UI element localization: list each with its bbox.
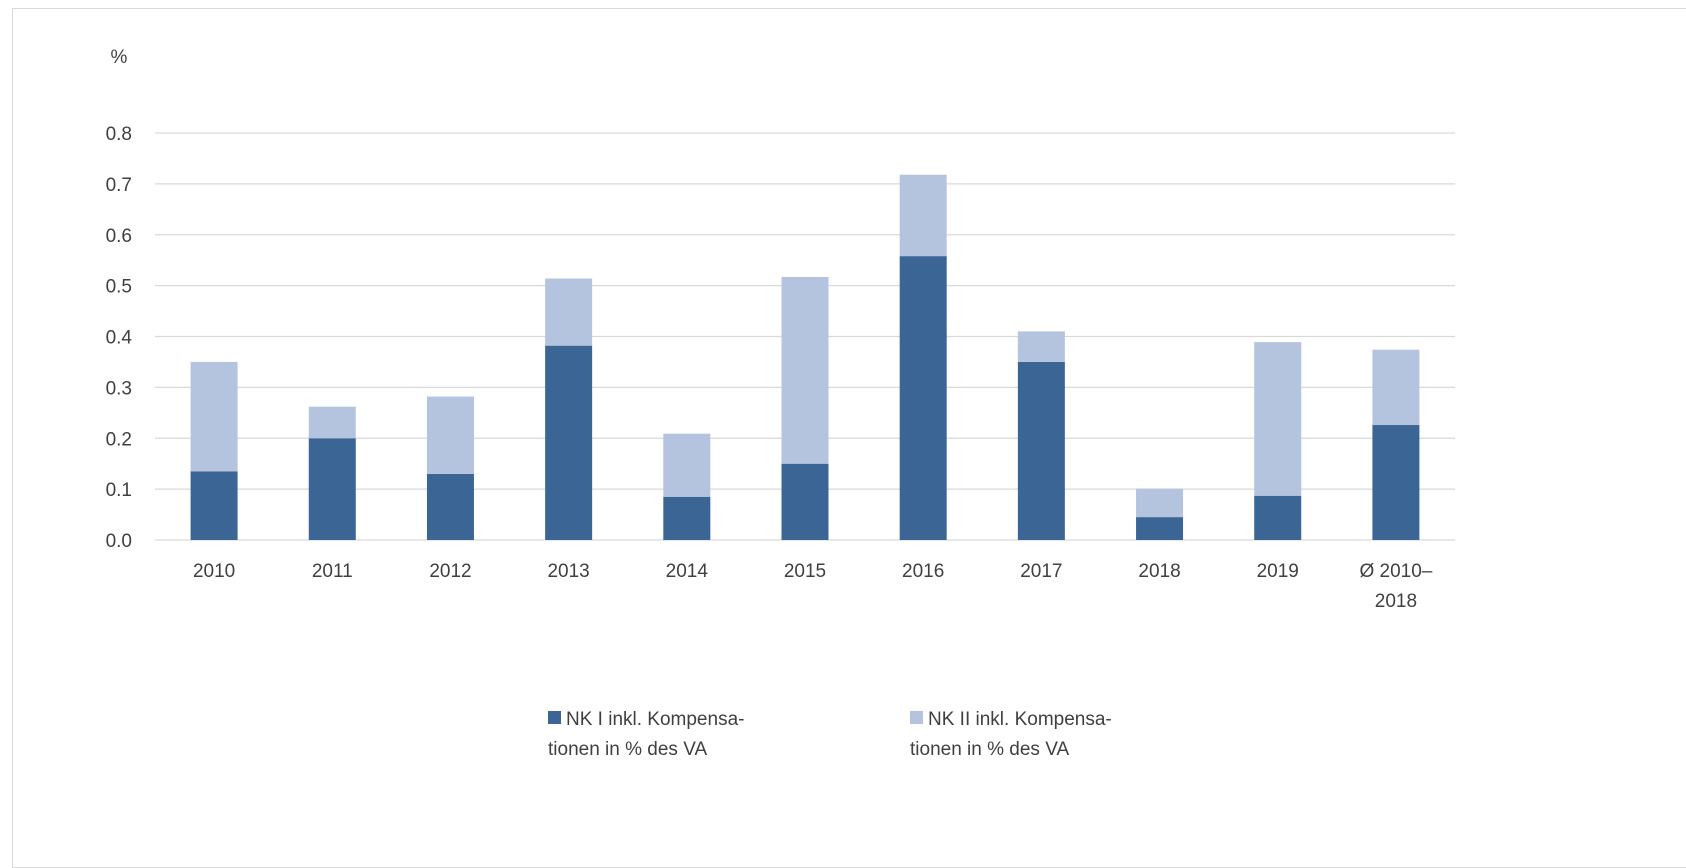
y-tick-label: 0.3 [106, 378, 132, 399]
y-tick-label: 0.0 [106, 531, 132, 552]
bar-segment-1 [1017, 361, 1065, 540]
bar-segment-2 [308, 406, 356, 439]
bar-segment-1 [1372, 425, 1420, 540]
y-axis-label: % [111, 47, 128, 68]
legend-label: tionen in % des VA [910, 739, 1069, 760]
y-tick-label: 0.2 [106, 429, 132, 450]
x-tick-label: 2014 [666, 561, 709, 582]
y-tick-label: 0.6 [106, 226, 132, 247]
y-axis: 0.0 0.1 0.2 0.3 0.4 0.5 0.6 0.7 0.8 [106, 124, 133, 552]
bar-segment-1 [1136, 517, 1184, 540]
x-tick-label: 2012 [429, 561, 471, 582]
bar-segment-2 [1136, 488, 1184, 518]
bar-segment-1 [308, 438, 356, 540]
y-tick-label: 0.8 [106, 124, 132, 145]
x-tick-label: 2011 [312, 561, 353, 582]
x-tick-label: 2018 [1138, 561, 1180, 582]
bar-segment-1 [545, 345, 593, 540]
x-tick-label: 2016 [902, 561, 944, 582]
legend-label: NK I inkl. Kompensa- [566, 709, 744, 730]
x-tick-label: Ø 2010– [1359, 561, 1432, 582]
bars [190, 174, 1420, 540]
legend-label: tionen in % des VA [548, 739, 707, 760]
bar-segment-1 [426, 473, 474, 540]
legend-swatch [910, 711, 923, 724]
x-axis: 2010 2011 2012 2013 2014 2015 2016 2017 2018 2019… [193, 561, 1433, 612]
bar-segment-1 [663, 496, 711, 540]
x-tick-label: 2013 [547, 561, 589, 582]
bar-segment-1 [1254, 495, 1302, 540]
bar-segment-2 [545, 278, 593, 346]
x-tick-label: 2017 [1020, 561, 1062, 582]
stacked-bar-chart: 0.0 0.1 0.2 0.3 0.4 0.5 0.6 0.7 0.8 2010 2011 2012… [106, 47, 1455, 760]
y-tick-label: 0.1 [106, 480, 132, 501]
bar-segment-2 [1372, 349, 1420, 426]
x-tick-label: 2010 [193, 561, 235, 582]
legend-swatch [548, 711, 561, 724]
bar-segment-2 [899, 174, 947, 257]
bar-segment-1 [190, 471, 238, 540]
y-tick-label: 0.7 [106, 175, 132, 196]
bar-segment-2 [190, 361, 238, 472]
y-tick-label: 0.4 [106, 328, 133, 349]
bar-segment-2 [426, 396, 474, 474]
bar-segment-1 [899, 256, 947, 540]
y-tick-label: 0.5 [106, 277, 132, 298]
x-tick-label: 2015 [784, 561, 826, 582]
bar-segment-2 [1017, 331, 1065, 362]
bar-segment-1 [781, 463, 829, 540]
legend: NK I inkl. Kompensa-tionen in % des VA NK… [548, 709, 1112, 760]
x-tick-label: 2018 [1375, 591, 1417, 612]
bar-segment-2 [1254, 342, 1302, 496]
legend-label: NK II inkl. Kompensa- [928, 709, 1112, 730]
bar-segment-2 [781, 276, 829, 464]
bar-segment-2 [663, 433, 711, 497]
x-tick-label: 2019 [1257, 561, 1299, 582]
